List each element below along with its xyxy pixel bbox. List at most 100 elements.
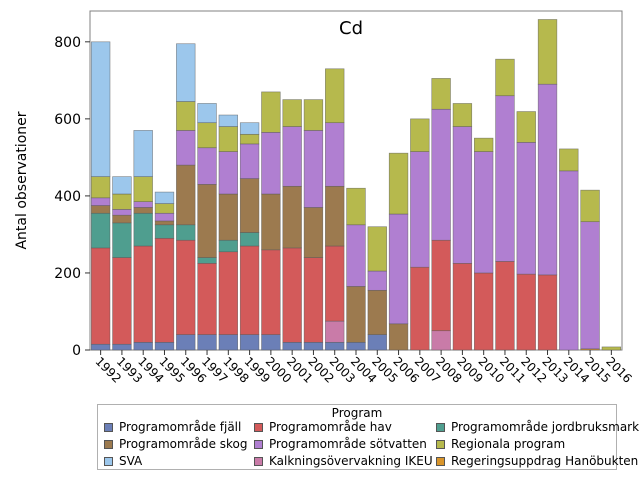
legend-item: Programområde hav [254,420,392,434]
bar-segment [367,226,387,272]
bar-segment [474,137,494,152]
bar-segment [218,239,238,253]
bar-segment [112,193,132,210]
legend-swatch [104,457,113,466]
legend-label: Programområde sötvatten [269,437,427,451]
bar-segment [154,224,175,239]
bar-segment [176,239,196,335]
bar-segment [197,147,217,185]
bar-segment [261,249,281,335]
bar-segment [239,334,260,351]
bar-segment [90,212,111,249]
bar-segment [133,245,153,343]
bar-segment [261,334,281,351]
bar-segment [367,334,387,351]
legend-item: Programområde sötvatten [254,437,427,451]
bar-segment [282,247,302,343]
bar-segment [133,201,153,208]
bar-segment [346,224,366,287]
bar-segment [154,191,175,204]
legend-label: Regionala program [451,437,566,451]
bar-segment [261,91,281,133]
legend-label: Kalkningsövervakning IKEU [269,454,433,468]
bar-segment [303,341,324,351]
bar-segment [282,126,302,187]
bar-segment [580,189,600,223]
bar-segment [410,266,430,351]
bar-segment [154,203,175,214]
bar-segment [474,272,494,351]
legend-item: Regionala program [436,437,565,451]
bar-segment [325,320,345,343]
legend-item: Programområde jordbruksmark [436,420,639,434]
legend-swatch [104,440,113,449]
bar-segment [197,263,217,335]
bar-segment [431,78,451,110]
bar-segment [559,170,579,351]
bar-segment [218,126,238,152]
bar-segment [197,334,217,351]
bar-segment [410,118,430,152]
bar-segment [303,257,324,343]
legend-swatch [254,423,263,432]
bar-segment [197,257,217,264]
legend-label: SVA [119,454,143,468]
legend-item: Programområde skog [104,437,248,451]
y-tick-label: 600 [54,112,81,128]
bar-segment [218,114,238,127]
bar-segment [112,343,132,351]
bar-segment [495,261,515,351]
bar-segment [282,341,302,351]
bar-segment [282,185,302,249]
y-tick-label: 400 [54,189,81,205]
bar-segment [90,205,111,214]
legend-swatch [254,440,263,449]
y-axis-label: Antal observationer [14,111,30,249]
bar-segment [325,341,345,351]
bar-segment [112,176,132,195]
bar-segment [537,19,558,85]
bar-segment [112,209,132,216]
bar-segment [325,122,345,187]
bar-segment [431,108,451,241]
bar-segment [516,273,536,351]
bar-segment [176,334,196,351]
legend-item: Regeringsuppdrag Hanöbukten [436,454,638,468]
bar-segment [90,343,111,351]
bar-segment [112,214,132,224]
bar-segment [388,323,409,351]
legend-item: Programområde fjäll [104,420,241,434]
bar-segment [239,122,260,135]
bar-segment [452,103,473,127]
bar-segment [303,130,324,208]
bar-segment [176,101,196,131]
bar-segment [90,197,111,206]
legend-item: SVA [104,454,142,468]
bar-segment [176,130,196,166]
legend-swatch [436,423,445,432]
y-tick-label: 800 [54,35,81,51]
bar-segment [218,251,238,335]
legend-label: Programområde skog [119,437,248,451]
bar-segment [474,151,494,274]
bar-segment [303,207,324,258]
bar-segment [559,148,579,172]
bar-segment [112,222,132,258]
bar-segment [452,263,473,351]
legend-label: Programområde hav [269,420,392,434]
bar-segment [495,95,515,262]
bar-segment [431,330,451,351]
bar-segment [239,133,260,145]
bar-segment [133,130,153,177]
bar-segment [197,122,217,149]
legend-label: Programområde jordbruksmark [451,420,640,434]
bar-segment [261,193,281,251]
bar-segment [325,245,345,322]
bar-segment [346,341,366,351]
bar-segment [601,346,622,351]
legend-swatch [254,457,263,466]
bar-segment [325,68,345,124]
bar-segment [218,334,238,351]
bar-segment [90,176,111,199]
